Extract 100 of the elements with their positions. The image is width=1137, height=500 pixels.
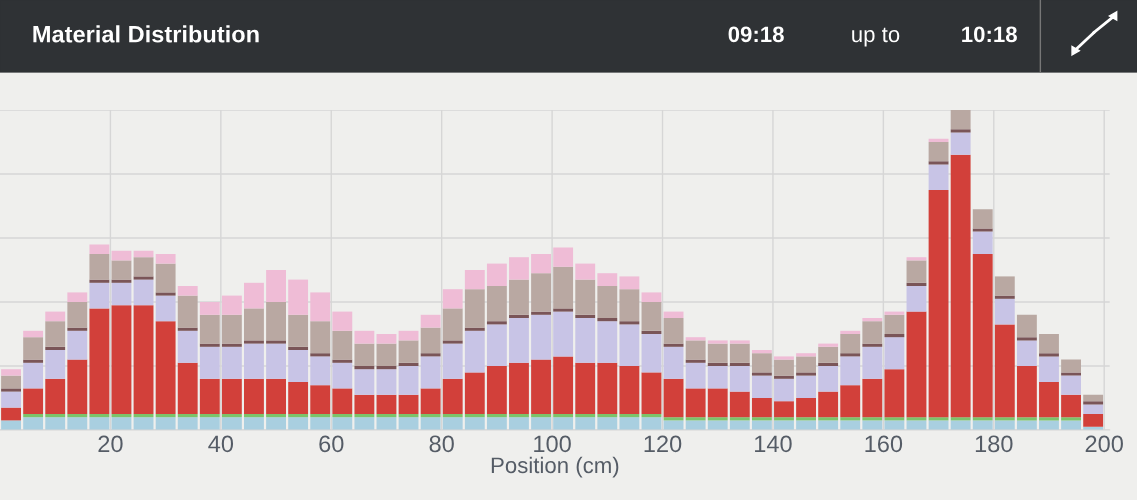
bar	[751, 398, 772, 418]
bar	[464, 327, 485, 331]
bar	[442, 414, 463, 418]
bar	[707, 362, 728, 366]
bar	[796, 356, 816, 373]
bar	[89, 244, 110, 254]
bar	[376, 334, 397, 344]
bar	[199, 414, 220, 418]
bar	[950, 132, 971, 155]
bar	[332, 388, 353, 414]
bar	[818, 366, 839, 392]
bar	[332, 417, 353, 430]
x-tick-label: 200	[1085, 435, 1123, 453]
bar	[729, 366, 750, 392]
bar	[575, 362, 596, 414]
bar	[310, 292, 331, 322]
bar	[464, 330, 485, 373]
bar	[928, 164, 949, 190]
bar	[972, 209, 993, 229]
bar	[354, 414, 375, 418]
bar	[1, 391, 21, 408]
bar	[774, 401, 794, 418]
bar	[332, 330, 353, 360]
bar	[884, 337, 905, 370]
bar	[950, 110, 971, 130]
bar	[685, 337, 706, 341]
bar	[89, 417, 110, 430]
bar	[177, 417, 198, 430]
bar	[597, 414, 618, 418]
bar	[685, 417, 706, 421]
bar	[531, 254, 551, 274]
bar	[332, 359, 353, 363]
bar	[509, 314, 529, 318]
bar	[641, 417, 662, 430]
bar	[133, 279, 154, 306]
x-tick-label: 100	[534, 435, 571, 453]
bar	[199, 346, 220, 379]
bar	[266, 378, 286, 414]
bar	[774, 356, 794, 360]
bar	[45, 417, 66, 430]
bar	[23, 362, 44, 389]
bar	[332, 362, 353, 389]
x-tick-label: 60	[319, 435, 344, 453]
bar	[133, 305, 154, 414]
bar	[23, 417, 44, 430]
bar	[509, 257, 529, 280]
bar	[553, 356, 574, 414]
bar	[553, 308, 574, 312]
bar	[155, 417, 176, 430]
bar	[994, 324, 1015, 418]
bar	[398, 417, 419, 430]
bar	[155, 414, 176, 418]
bar	[420, 417, 441, 430]
bar	[221, 314, 242, 344]
bar	[1016, 366, 1037, 418]
bar	[244, 282, 264, 309]
bar	[994, 420, 1015, 430]
bar	[266, 270, 286, 302]
bar	[89, 254, 110, 280]
bar	[575, 314, 596, 318]
bar	[884, 311, 905, 315]
bar	[531, 417, 551, 430]
x-tick-label: 180	[975, 435, 1013, 453]
bar	[531, 311, 551, 315]
bar	[774, 378, 794, 402]
bar	[774, 420, 794, 430]
bar	[597, 318, 618, 322]
bar	[486, 286, 507, 322]
bar	[796, 398, 816, 418]
bar	[89, 279, 110, 283]
bar	[862, 420, 883, 430]
bar	[862, 378, 883, 418]
bar	[266, 414, 286, 418]
bar	[641, 334, 662, 373]
bar	[111, 282, 132, 306]
bar	[288, 346, 309, 350]
bar	[1039, 334, 1059, 354]
bar	[796, 420, 816, 430]
bar	[1016, 340, 1037, 366]
bar	[685, 359, 706, 363]
bar	[1016, 420, 1037, 430]
bar	[221, 414, 242, 418]
bar	[464, 270, 485, 290]
bar	[310, 353, 331, 357]
bar	[619, 321, 640, 325]
bar	[950, 154, 971, 418]
bar	[177, 327, 198, 331]
bar	[67, 302, 88, 328]
bar	[354, 366, 375, 370]
bar	[553, 266, 574, 309]
bar	[751, 375, 772, 398]
bar	[707, 366, 728, 389]
bar	[310, 385, 331, 414]
bar	[67, 292, 88, 302]
bar	[244, 308, 264, 341]
bar	[1061, 394, 1081, 418]
bar	[332, 414, 353, 418]
bar	[221, 295, 242, 315]
bar	[244, 414, 264, 418]
bar	[310, 414, 331, 418]
